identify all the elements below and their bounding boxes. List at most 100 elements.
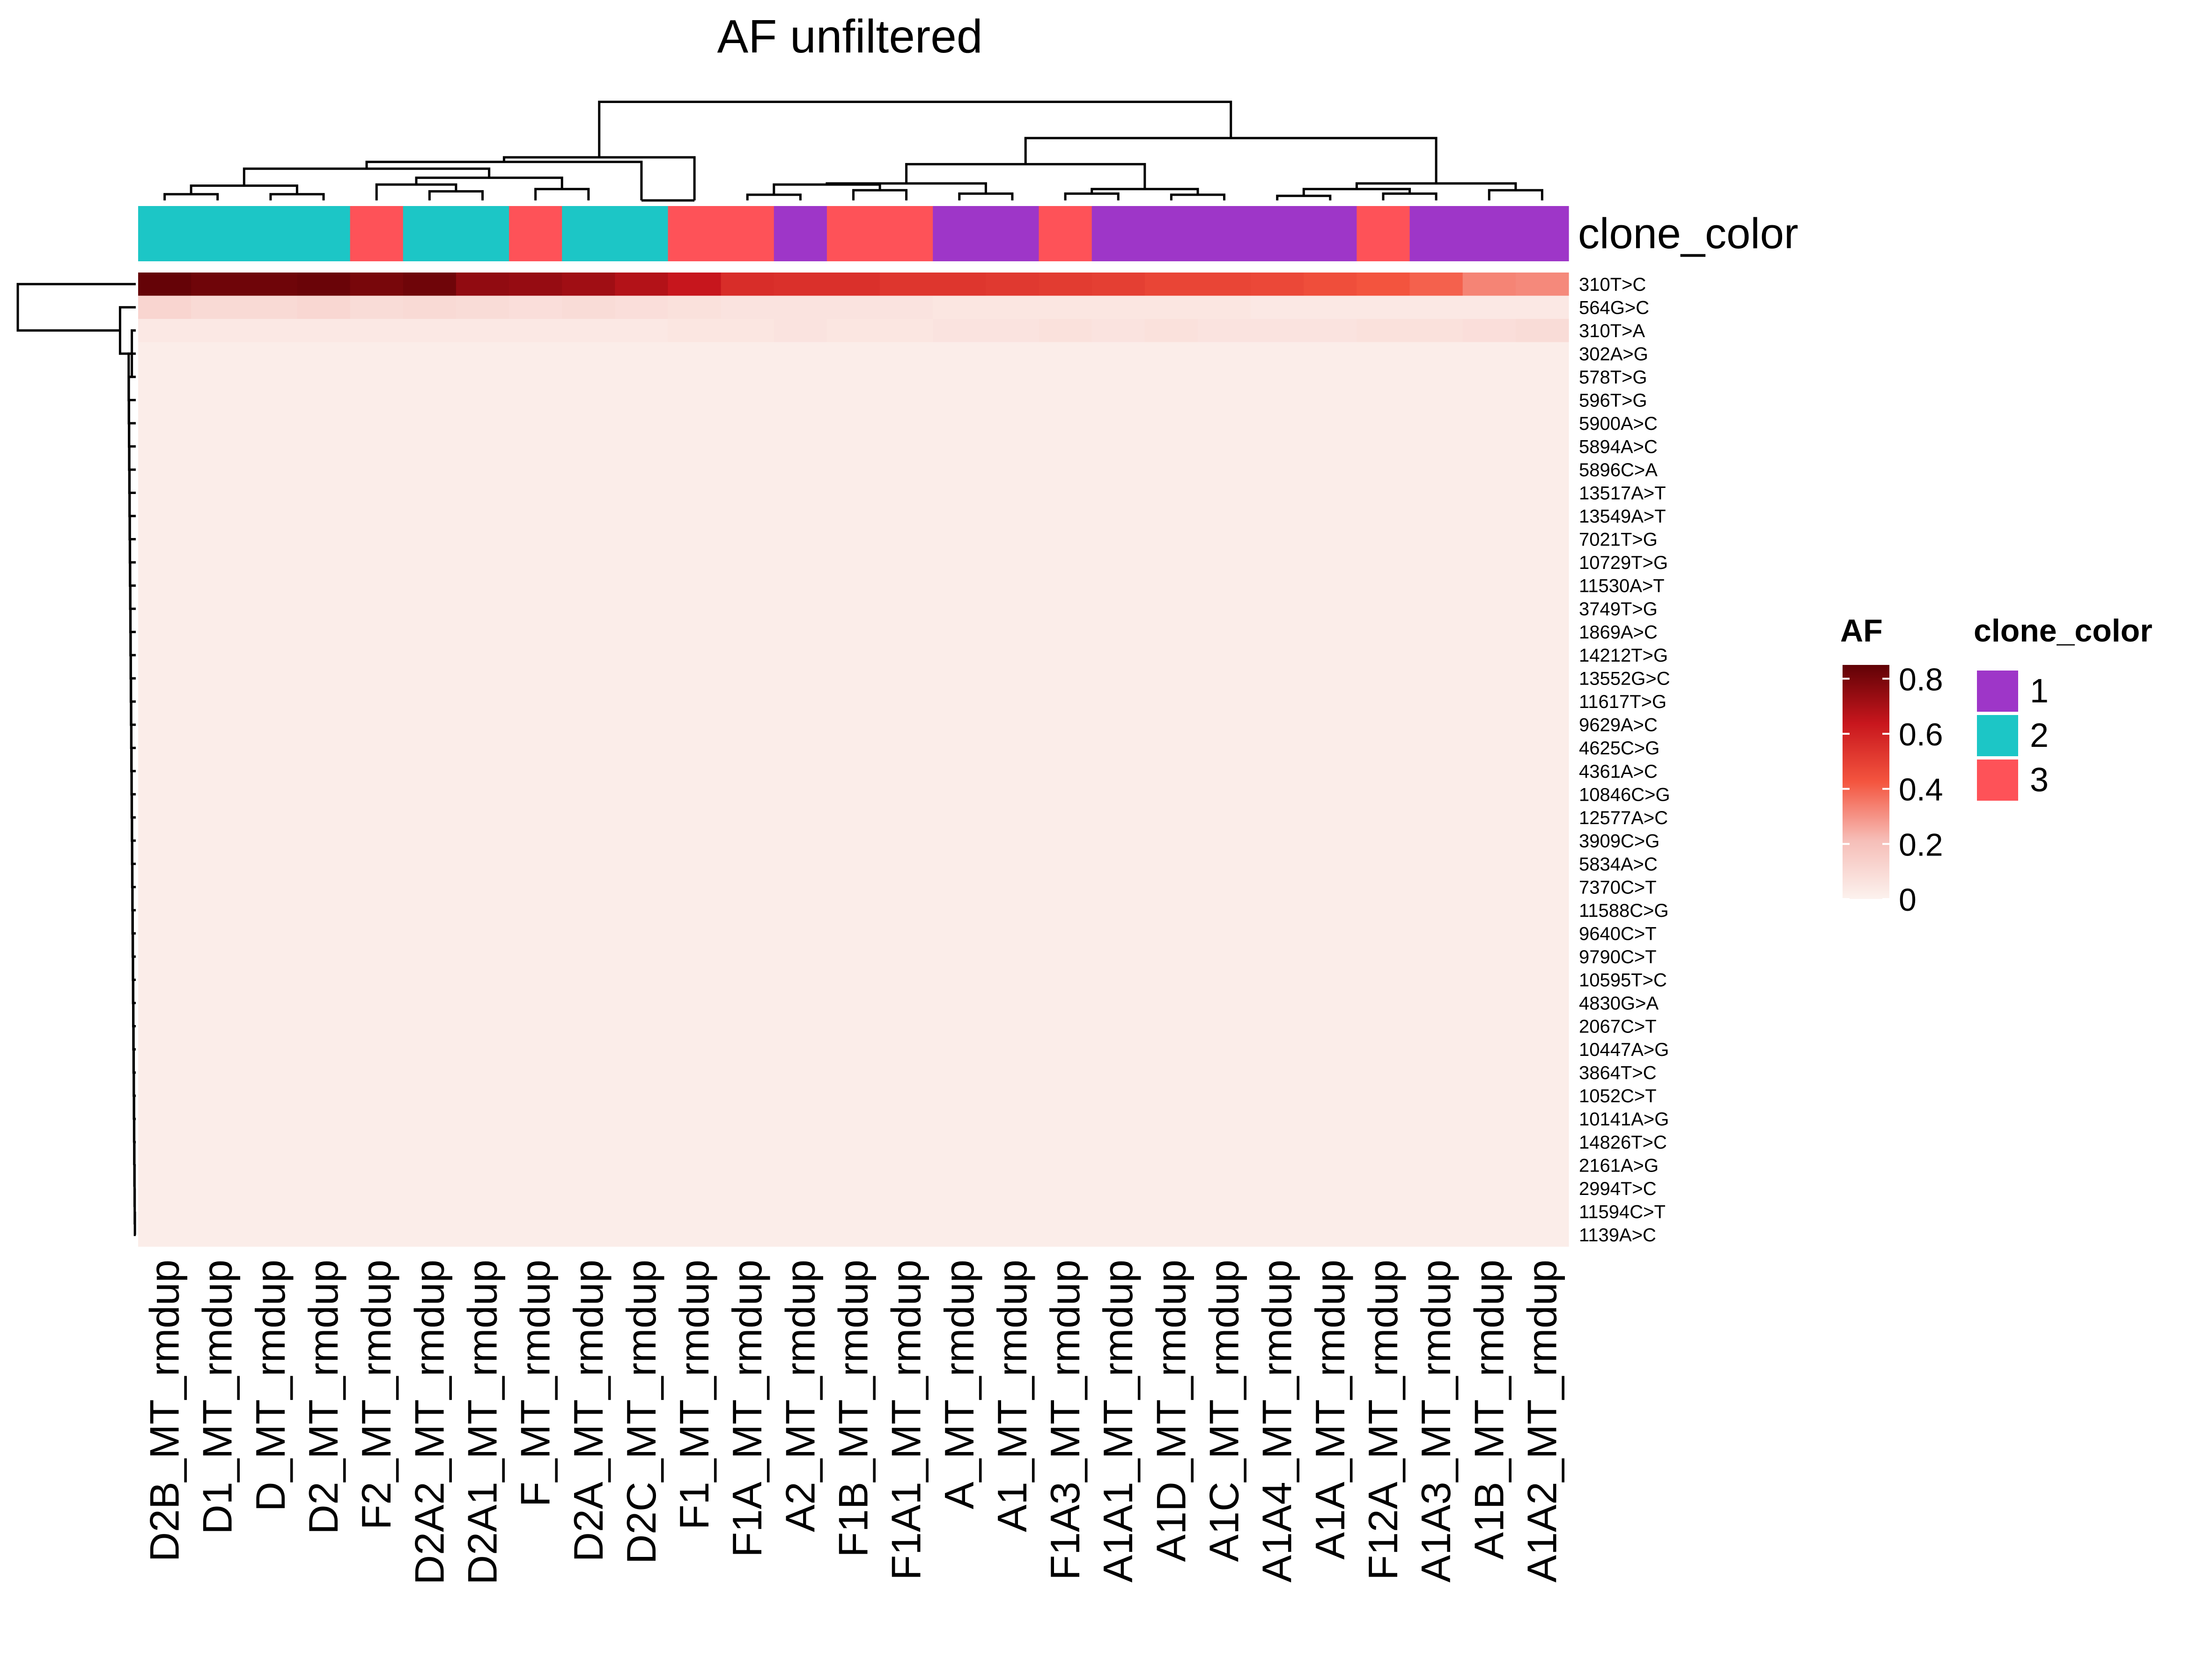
heatmap-cell — [350, 319, 404, 343]
heatmap-cell — [244, 1153, 298, 1178]
heatmap-cell — [1462, 1061, 1516, 1084]
heatmap-cell — [562, 481, 615, 505]
heatmap-cell — [509, 1107, 562, 1131]
heatmap-cell — [826, 852, 880, 876]
heatmap-cell — [1515, 273, 1569, 296]
heatmap-cell — [1462, 1038, 1516, 1062]
annotation-cell — [826, 206, 880, 261]
heatmap-cell — [297, 620, 351, 644]
heatmap-cell — [456, 273, 509, 296]
heatmap-cell — [1357, 481, 1410, 505]
clone-legend-items: 1 2 3 — [1977, 671, 2049, 801]
heatmap-cell — [1515, 736, 1569, 760]
af-legend-ticks: 0.8 0.6 0.4 0.2 0 — [1843, 662, 1943, 918]
heatmap-cell — [986, 736, 1040, 760]
heatmap-cell — [1039, 829, 1092, 853]
heatmap-cell — [1515, 620, 1569, 644]
heatmap-cell — [403, 458, 457, 482]
heatmap-cell — [509, 806, 562, 830]
heatmap-cell — [1357, 713, 1410, 737]
heatmap-cell — [509, 620, 562, 644]
annotation-cell — [1039, 206, 1092, 261]
row-label: 7370C>T — [1579, 877, 1657, 898]
heatmap-cell — [403, 481, 457, 505]
heatmap-cell — [1144, 412, 1198, 435]
heatmap-cell — [403, 412, 457, 435]
heatmap-cell — [986, 1084, 1040, 1108]
heatmap-cell — [1462, 597, 1516, 621]
heatmap-cell — [1515, 945, 1569, 969]
heatmap-cell — [562, 574, 615, 597]
heatmap-cell — [668, 1200, 722, 1224]
heatmap-cell — [562, 342, 615, 366]
heatmap-cell — [350, 875, 404, 899]
heatmap-cell — [1304, 1177, 1357, 1201]
heatmap-cell — [774, 620, 827, 644]
heatmap-cell — [826, 597, 880, 621]
clone-legend-swatch — [1977, 759, 2018, 801]
row-label: 13552G>C — [1579, 669, 1670, 689]
heatmap-cell — [297, 945, 351, 969]
heatmap-cell — [1091, 273, 1145, 296]
column-label: F2_MT_rmdup — [353, 1260, 399, 1530]
heatmap-cell — [933, 852, 986, 876]
heatmap-cell — [668, 319, 722, 343]
heatmap-cell — [456, 481, 509, 505]
heatmap-cell — [1091, 527, 1145, 551]
heatmap-cell — [191, 342, 244, 366]
heatmap-cell — [191, 388, 244, 412]
heatmap-cell — [774, 574, 827, 597]
row-label: 10447A>G — [1579, 1040, 1669, 1060]
heatmap-cell — [191, 922, 244, 945]
dendrogram-branch — [1170, 193, 1225, 200]
heatmap-cell — [562, 922, 615, 945]
heatmap-cell — [1197, 365, 1251, 389]
heatmap-cell — [880, 1061, 933, 1084]
heatmap-cell — [615, 388, 669, 412]
heatmap-cell — [1409, 1084, 1463, 1108]
heatmap-cell — [1091, 899, 1145, 922]
heatmap-cell — [880, 1153, 933, 1178]
heatmap-cell — [350, 829, 404, 853]
dendrogram-branch — [1024, 137, 1438, 184]
heatmap-cell — [1039, 690, 1092, 714]
heatmap-cell — [562, 875, 615, 899]
heatmap-cell — [826, 690, 880, 714]
heatmap-cell — [1357, 597, 1410, 621]
column-label: A2_MT_rmdup — [777, 1260, 823, 1532]
heatmap-cell — [403, 504, 457, 528]
heatmap-cell — [562, 273, 615, 296]
heatmap-cell — [826, 388, 880, 412]
heatmap-cell — [721, 388, 774, 412]
heatmap-cell — [880, 945, 933, 969]
heatmap-cell — [1039, 899, 1092, 922]
heatmap-cell — [1357, 736, 1410, 760]
heatmap-cell — [403, 666, 457, 691]
heatmap-cell — [138, 388, 192, 412]
heatmap-cell — [986, 551, 1040, 575]
heatmap-cell — [1462, 899, 1516, 922]
heatmap-cell — [403, 365, 457, 389]
heatmap-cell — [1091, 1061, 1145, 1084]
heatmap-cell — [509, 759, 562, 783]
heatmap-cell — [1144, 435, 1198, 458]
heatmap-cell — [1144, 551, 1198, 575]
heatmap-cell — [191, 597, 244, 621]
heatmap-cell — [403, 1153, 457, 1178]
heatmap-cell — [1409, 690, 1463, 714]
heatmap-cell — [403, 388, 457, 412]
heatmap-cell — [1251, 1153, 1304, 1178]
annotation-cell — [1515, 206, 1569, 261]
heatmap-cell — [509, 643, 562, 667]
heatmap-cell — [1515, 875, 1569, 899]
heatmap-cell — [933, 458, 986, 482]
heatmap-cell — [509, 713, 562, 737]
heatmap-cell — [350, 481, 404, 505]
heatmap-cell — [1144, 690, 1198, 714]
heatmap-cell — [933, 945, 986, 969]
heatmap-cell — [933, 666, 986, 691]
heatmap-cell — [191, 643, 244, 667]
row-label: 10595T>C — [1579, 970, 1667, 991]
heatmap-cell — [244, 527, 298, 551]
heatmap-cell — [615, 991, 669, 1015]
